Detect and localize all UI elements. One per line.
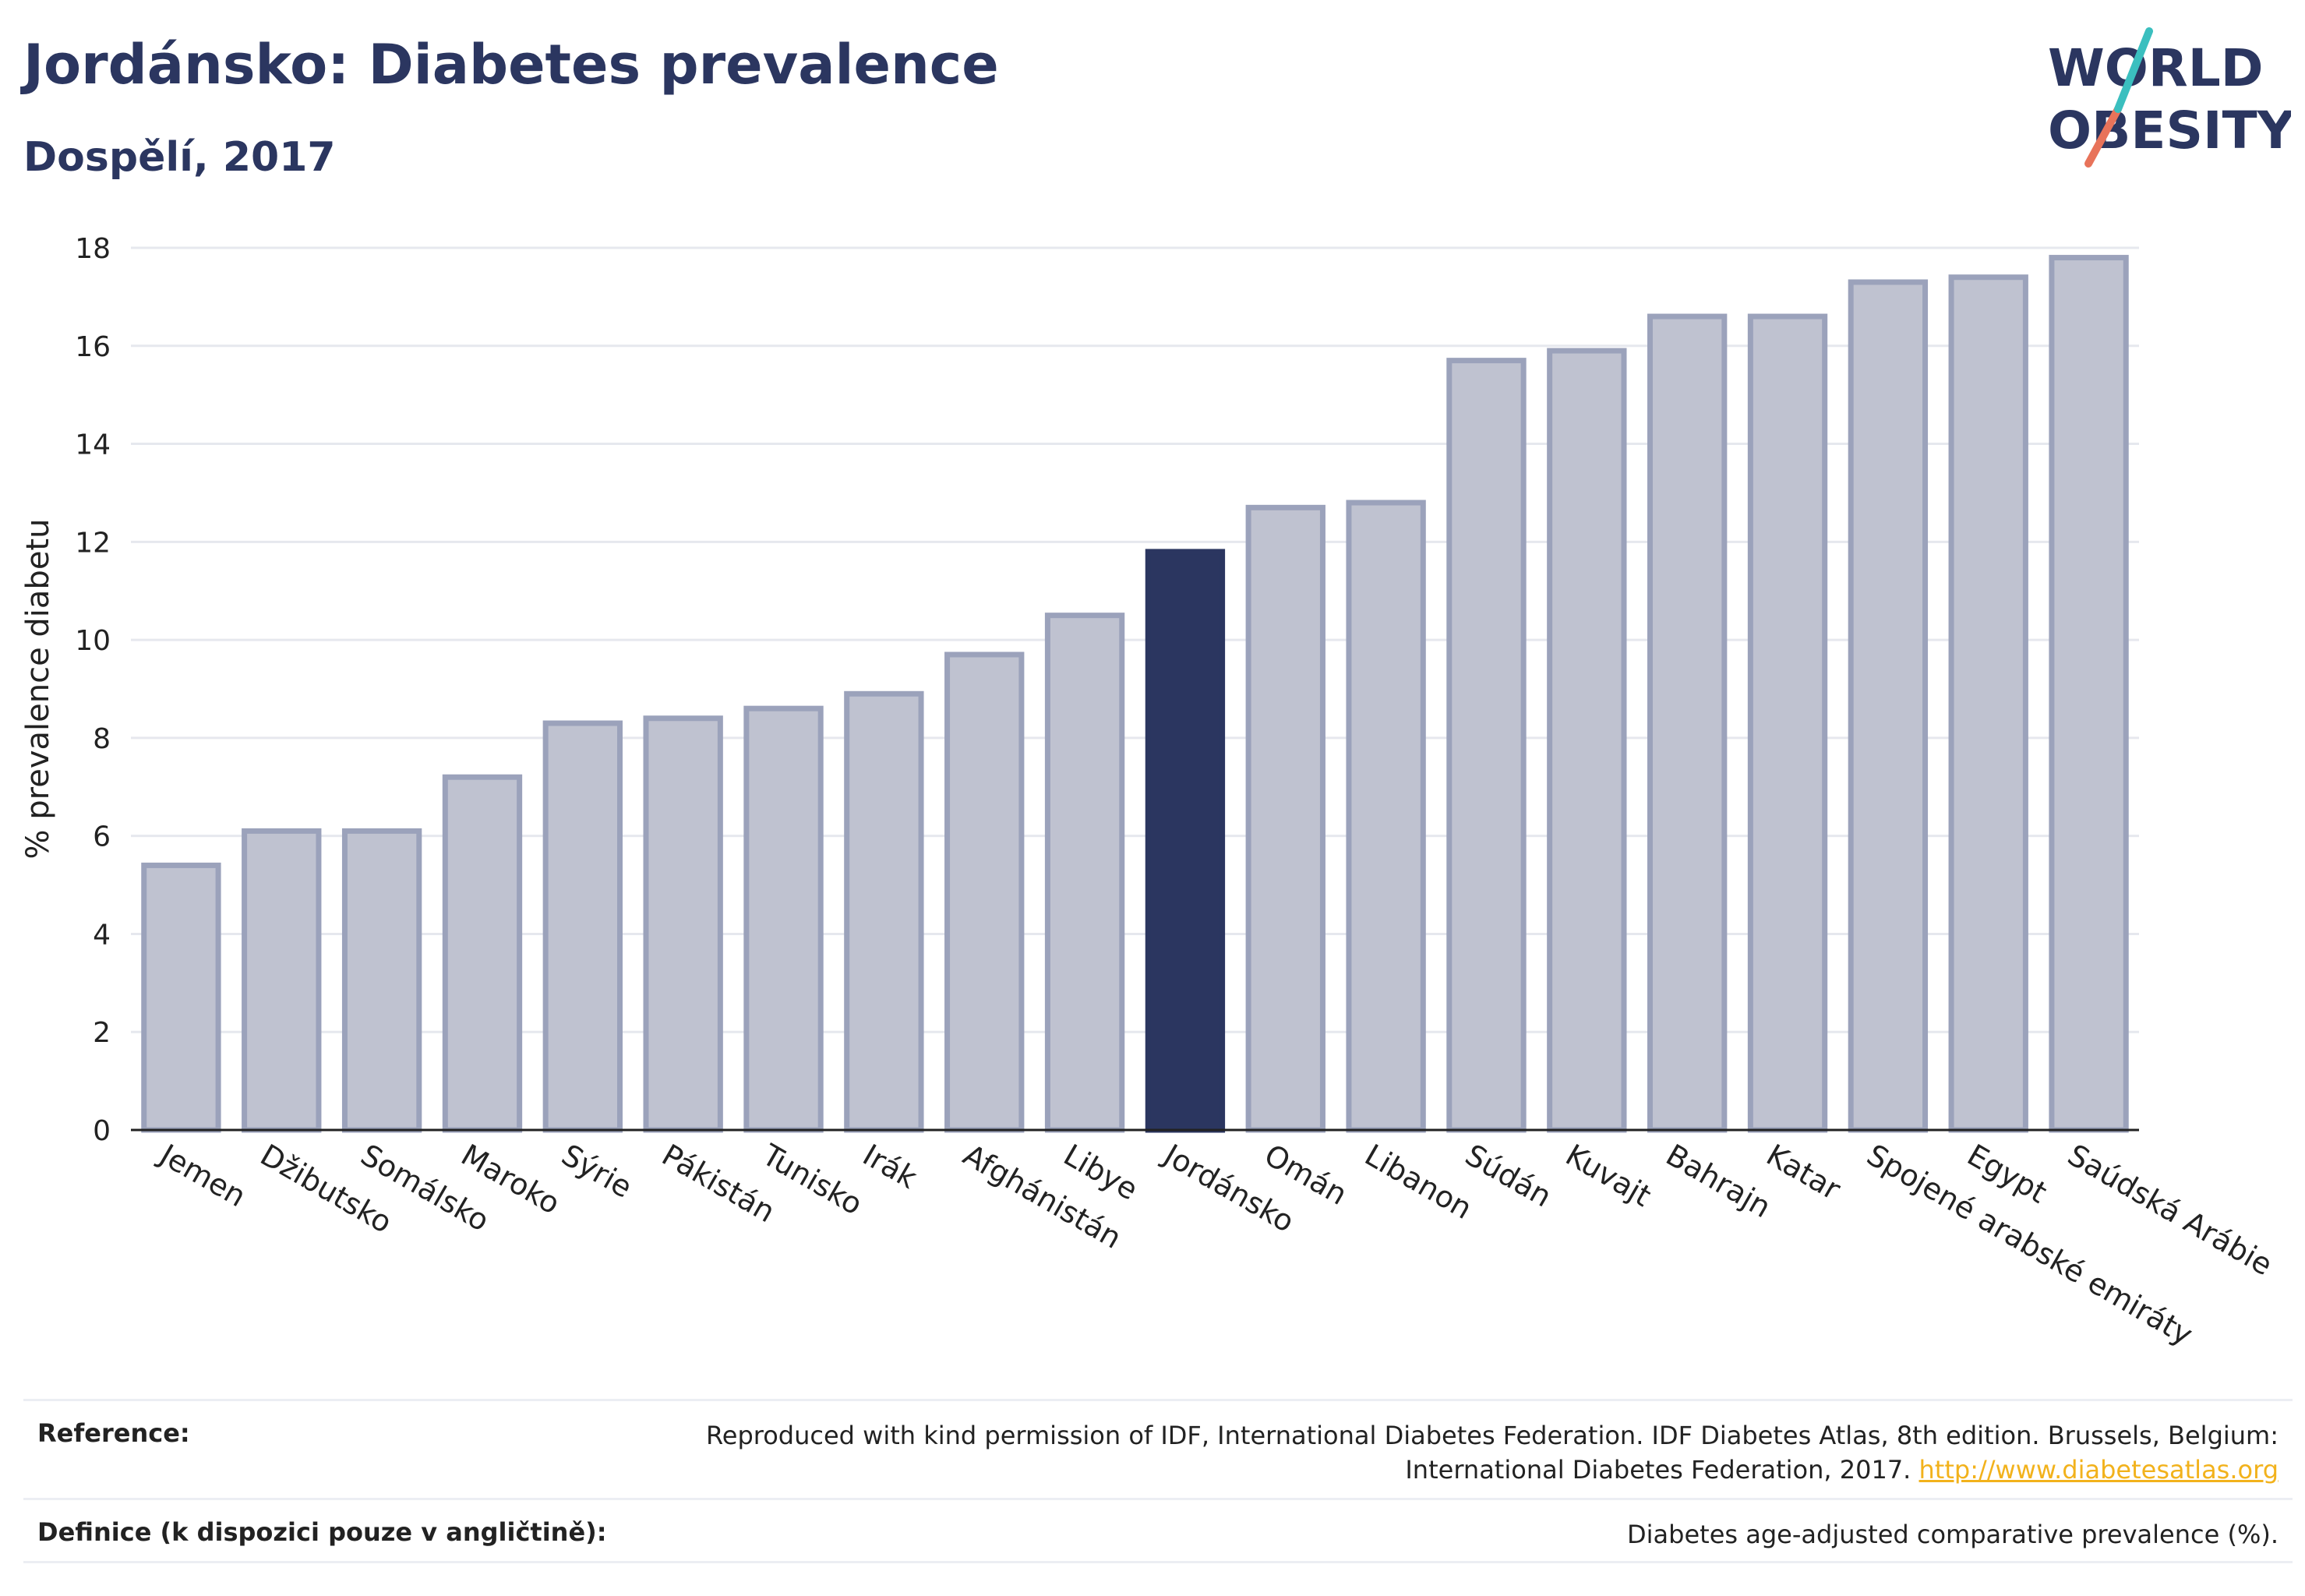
bar-8 — [944, 651, 1025, 1133]
reference-label: Reference: — [37, 1418, 190, 1448]
y-axis-ticks: 0 2 4 6 8 10 12 14 16 18 — [75, 233, 111, 1147]
bar-13 — [1446, 358, 1527, 1133]
y-tick-label: 18 — [75, 233, 111, 265]
bar-9 — [1044, 613, 1125, 1133]
logo-line2: OBESITY — [2048, 101, 2291, 161]
chart-subtitle: Dospělí, 2017 — [23, 134, 336, 181]
x-tick-label: Bahrajn — [1661, 1138, 1777, 1225]
y-tick-label: 12 — [75, 527, 111, 559]
definition-row: Definice (k dispozici pouze v angličtině… — [23, 1517, 2293, 1564]
x-tick-label: Sýrie — [556, 1138, 637, 1205]
bar-7 — [844, 690, 924, 1133]
definition-label: Definice (k dispozici pouze v angličtině… — [37, 1517, 607, 1547]
logo-line1: WORLD — [2048, 38, 2264, 98]
x-tick-label: Libanon — [1359, 1138, 1477, 1226]
x-tick-label: Pákistán — [656, 1138, 781, 1230]
bar-12 — [1346, 500, 1426, 1133]
bar-16 — [1747, 313, 1828, 1133]
bar-5 — [643, 715, 723, 1133]
bar-2 — [341, 828, 422, 1133]
reference-row: Reference: Reproduced with kind permissi… — [23, 1418, 2293, 1504]
bar-4 — [542, 720, 623, 1133]
y-tick-label: 8 — [93, 723, 111, 755]
chart-title: Jordánsko: Diabetes prevalence — [23, 33, 999, 97]
bars — [141, 255, 2129, 1133]
bar-0 — [141, 862, 221, 1133]
y-tick-label: 16 — [75, 331, 111, 363]
bar-6 — [743, 705, 824, 1133]
grid-lines — [131, 246, 2139, 1033]
y-tick-label: 14 — [75, 429, 111, 461]
y-tick-label: 10 — [75, 625, 111, 657]
y-tick-label: 2 — [93, 1017, 111, 1049]
y-axis-title: % prevalence diabetu — [20, 519, 56, 860]
bar-10 — [1145, 549, 1226, 1133]
x-tick-label: Jemen — [153, 1137, 252, 1214]
y-tick-label: 4 — [93, 919, 111, 951]
bar-3 — [442, 774, 523, 1133]
reference-text-line1: Reproduced with kind permission of IDF, … — [705, 1421, 2279, 1450]
definition-text: Diabetes age-adjusted comparative preval… — [1627, 1520, 2279, 1549]
footer-divider-middle — [23, 1498, 2293, 1500]
bar-chart: 0 2 4 6 8 10 12 14 16 18 Jemen DžibutskoSomálskoMa… — [20, 233, 2279, 1352]
bar-19 — [2049, 255, 2129, 1133]
bar-11 — [1245, 504, 1325, 1133]
reference-text: Reproduced with kind permission of IDF, … — [706, 1418, 2279, 1487]
world-obesity-logo: WORLD OBESITY — [2048, 27, 2291, 168]
reference-text-line2: International Diabetes Federation, 2017. — [1405, 1455, 1911, 1485]
logo-slash-bottom — [2084, 105, 2122, 168]
bar-17 — [1848, 279, 1929, 1133]
bar-15 — [1647, 313, 1728, 1133]
x-tick-label: Irák — [857, 1138, 923, 1195]
footer-divider-bottom — [23, 1561, 2293, 1563]
bar-14 — [1547, 348, 1627, 1133]
logo-slash-top — [2114, 27, 2153, 113]
bar-18 — [1948, 274, 2028, 1133]
x-tick-label: Kuvajt — [1560, 1138, 1657, 1213]
x-tick-label: Saúdská Arábie — [2062, 1138, 2279, 1283]
reference-link[interactable]: http://www.diabetesatlas.org — [1918, 1455, 2279, 1485]
y-tick-label: 0 — [93, 1115, 111, 1147]
y-tick-label: 6 — [93, 821, 111, 853]
bar-1 — [242, 828, 322, 1133]
footer-divider-top — [23, 1399, 2293, 1401]
